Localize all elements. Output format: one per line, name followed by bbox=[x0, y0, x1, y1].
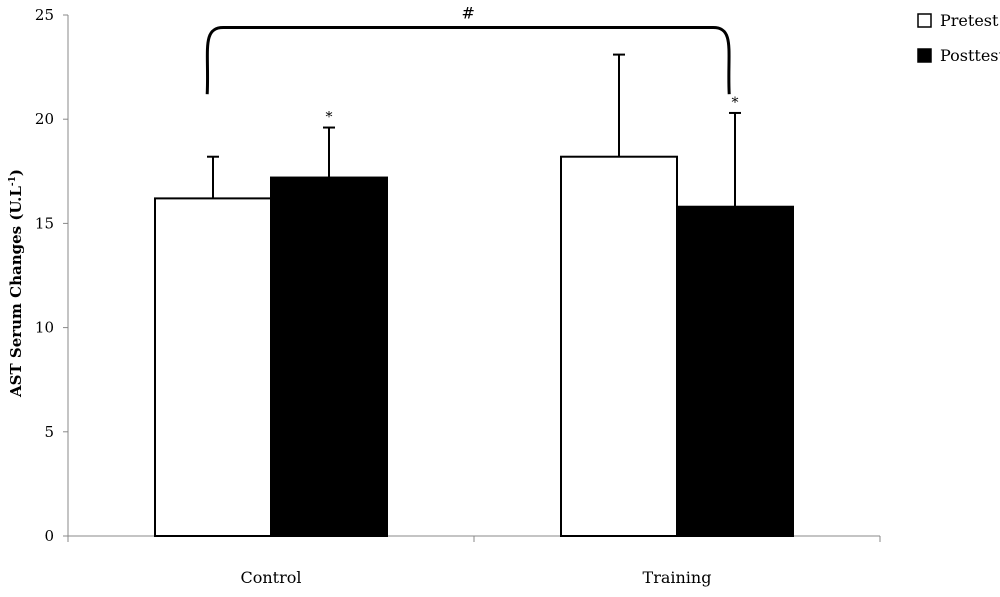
legend-swatch-posttest bbox=[917, 48, 932, 63]
y-tick-label: 25 bbox=[35, 6, 54, 24]
x-tick-label: Control bbox=[240, 568, 301, 587]
x-tick-label: Training bbox=[643, 568, 712, 587]
error-bars bbox=[207, 53, 741, 207]
legend-label-pretest: Pretest bbox=[940, 11, 999, 30]
y-tick-label: 0 bbox=[44, 527, 54, 545]
comparison-bracket bbox=[205, 26, 731, 95]
bars bbox=[154, 155, 794, 537]
bar-pretest bbox=[560, 155, 678, 537]
bar-pretest bbox=[154, 197, 272, 537]
annotations: * * # bbox=[205, 4, 739, 126]
y-tick-label: 15 bbox=[35, 214, 54, 232]
y-tick-label: 20 bbox=[35, 110, 54, 128]
significance-star: * bbox=[732, 95, 739, 111]
bracket-symbol: # bbox=[461, 4, 474, 23]
legend-swatch-pretest bbox=[917, 13, 932, 28]
legend: Pretest Posttest bbox=[917, 11, 1000, 65]
bar-posttest bbox=[676, 205, 794, 537]
significance-star: * bbox=[326, 110, 333, 126]
bar-posttest bbox=[270, 176, 388, 537]
y-tick-label: 5 bbox=[44, 423, 54, 441]
legend-label-posttest: Posttest bbox=[940, 46, 1000, 65]
y-axis-label: AST Serum Changes (U.L-1) bbox=[7, 169, 25, 398]
y-tick-label: 10 bbox=[35, 319, 54, 337]
